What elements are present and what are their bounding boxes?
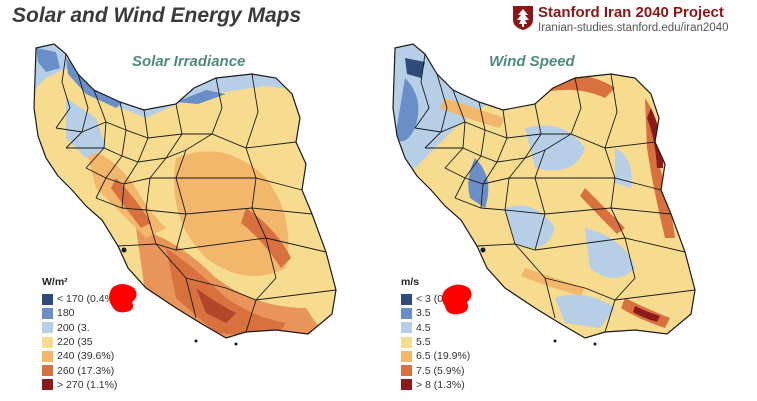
wind-speed-map-graphic [392, 43, 696, 346]
wind-legend-label: 6.5 (19.9%) [416, 350, 471, 363]
wind-legend-swatch [401, 307, 412, 319]
solar-legend-label: < 170 (0.4%) [57, 293, 118, 306]
stanford-tree-logo-icon [513, 6, 533, 30]
solar-legend-unit: W/m² [42, 276, 68, 288]
solar-irradiance-title: Solar Irradiance [132, 53, 246, 70]
solar-legend-label: 180 [57, 307, 75, 320]
solar-legend-label: > 270 (1.1%) [57, 378, 118, 391]
solar-legend-label: 220 (35 [57, 336, 93, 349]
solar-legend: W/m² < 170 (0.4%) 180 200 (3. 220 (35 240 (3… [42, 276, 117, 392]
wind-legend-item: 6.5 (19.9%) [401, 349, 470, 363]
wind-speed-title: Wind Speed [489, 53, 575, 70]
wind-legend-swatch [401, 365, 412, 377]
solar-legend-item: 240 (39.6%) [42, 349, 117, 363]
wind-legend-swatch [401, 322, 412, 334]
solar-legend-swatch [42, 307, 53, 319]
wind-legend-label: 5.5 [416, 336, 431, 349]
wind-legend-item: 7.5 (5.9%) [401, 363, 470, 377]
solar-legend-item: < 170 (0.4%) [42, 292, 117, 306]
wind-legend-swatch [401, 293, 412, 305]
wind-legend-label: 4.5 [416, 321, 431, 334]
solar-legend-label: 200 (3. [57, 321, 90, 334]
solar-legend-item: 260 (17.3%) [42, 363, 117, 377]
wind-legend-unit: m/s [401, 276, 420, 288]
wind-legend-label: 7.5 (5.9%) [416, 364, 465, 377]
solar-legend-swatch [42, 336, 53, 348]
solar-legend-label: 260 (17.3%) [57, 364, 115, 377]
wind-legend-item: 3.5 [401, 306, 470, 320]
wind-legend-swatch [401, 336, 412, 348]
solar-legend-swatch [42, 293, 53, 305]
solar-irradiance-map: Solar Irradiance W/m² < 170 (0.4%) 180 200… [26, 38, 356, 391]
solar-legend-item: > 270 (1.1%) [42, 378, 117, 392]
wind-legend-item: 5.5 [401, 335, 470, 349]
brand-name: Stanford Iran 2040 Project [538, 4, 724, 21]
wind-legend-item: > 8 (1.3%) [401, 378, 470, 392]
page-title: Solar and Wind Energy Maps [12, 4, 302, 27]
redaction-mark [442, 284, 472, 315]
wind-legend-label: > 8 (1.3%) [416, 378, 465, 391]
solar-legend-item: 220 (35 [42, 335, 117, 349]
solar-legend-swatch [42, 322, 53, 334]
wind-legend-item: 4.5 [401, 321, 470, 335]
solar-legend-label: 240 (39.6%) [57, 350, 115, 363]
wind-legend-swatch [401, 379, 412, 391]
brand-url[interactable]: Iranian-studies.stanford.edu/iran2040 [538, 22, 729, 34]
solar-legend-item: 200 (3. [42, 321, 117, 335]
redaction-mark [109, 284, 137, 313]
solar-legend-item: 180 [42, 306, 117, 320]
solar-legend-swatch [42, 365, 53, 377]
wind-legend-swatch [401, 350, 412, 362]
wind-legend-label: 3.5 [416, 307, 431, 320]
solar-legend-swatch [42, 379, 53, 391]
solar-legend-swatch [42, 350, 53, 362]
wind-speed-map: Wind Speed m/s < 3 (0.3%) 3.5 4.5 5.5 6.5 (1… [385, 38, 715, 391]
solar-irradiance-map-graphic [33, 43, 337, 346]
